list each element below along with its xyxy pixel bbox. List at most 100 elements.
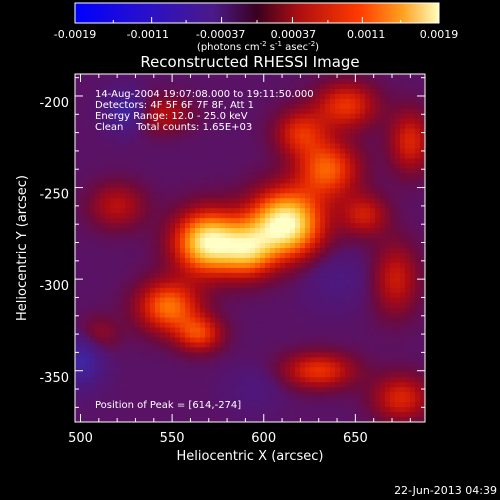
heatmap-cell (395, 287, 401, 294)
heatmap-cell (325, 168, 331, 175)
heatmap-cell (290, 153, 296, 160)
heatmap-cell (85, 218, 91, 224)
heatmap-cell (110, 287, 116, 294)
heatmap-cell (320, 213, 326, 219)
heatmap-cell (85, 133, 91, 140)
heatmap-cell (195, 218, 201, 224)
heatmap-cell (290, 198, 296, 204)
heatmap-cell (340, 392, 346, 398)
heatmap-cell (280, 83, 286, 90)
heatmap-cell (315, 277, 321, 284)
heatmap-cell (95, 248, 101, 254)
heatmap-cell (160, 118, 166, 125)
heatmap-cell (265, 93, 271, 100)
heatmap-cell (420, 118, 425, 125)
heatmap-cell (415, 98, 421, 105)
heatmap-cell (175, 287, 181, 294)
heatmap-cell (260, 297, 266, 304)
heatmap-cell (105, 367, 111, 373)
heatmap-cell (340, 407, 346, 413)
heatmap-cell (200, 83, 206, 90)
heatmap-cell (405, 407, 411, 413)
heatmap-cell (140, 262, 146, 269)
heatmap-cell (175, 272, 181, 279)
heatmap-cell (215, 198, 221, 204)
heatmap-cell (295, 297, 301, 304)
heatmap-cell (275, 83, 281, 90)
heatmap-cell (75, 83, 81, 90)
heatmap-cell (255, 93, 261, 100)
heatmap-cell (325, 417, 331, 422)
heatmap-cell (295, 178, 301, 184)
heatmap-cell (170, 173, 176, 179)
heatmap-cell (260, 218, 266, 224)
heatmap-cell (380, 272, 386, 279)
heatmap-cell (215, 123, 221, 130)
heatmap-cell (360, 392, 366, 398)
heatmap-cell (320, 138, 326, 145)
heatmap-cell (335, 143, 341, 150)
heatmap-cell (120, 193, 126, 199)
heatmap-cell (245, 282, 251, 289)
heatmap-cell (200, 307, 206, 314)
heatmap-cell (385, 252, 391, 259)
heatmap-cell (150, 128, 156, 135)
heatmap-cell (120, 402, 126, 408)
heatmap-cell (375, 272, 381, 279)
heatmap-cell (315, 188, 321, 194)
heatmap-cell (230, 228, 236, 234)
heatmap-cell (285, 153, 291, 160)
heatmap-cell (220, 267, 226, 274)
heatmap-cell (340, 133, 346, 140)
heatmap-cell (245, 98, 251, 105)
heatmap-cell (240, 113, 246, 120)
heatmap-cell (375, 297, 381, 304)
heatmap-cell (345, 342, 351, 349)
heatmap-cell (110, 327, 116, 334)
heatmap-cell (125, 108, 131, 115)
heatmap-cell (325, 223, 331, 229)
heatmap-cell (340, 287, 346, 294)
heatmap-cell (405, 243, 411, 249)
heatmap-cell (175, 382, 181, 388)
heatmap-cell (395, 387, 401, 393)
heatmap-cell (280, 367, 286, 373)
heatmap-cell (90, 178, 96, 184)
heatmap-cell (135, 158, 141, 165)
heatmap-cell (150, 173, 156, 179)
heatmap-cell (90, 292, 96, 299)
heatmap-cell (105, 203, 111, 209)
heatmap-cell (230, 357, 236, 363)
heatmap-cell (330, 128, 336, 135)
heatmap-cell (210, 357, 216, 363)
heatmap-cell (310, 223, 316, 229)
heatmap-cell (200, 347, 206, 353)
heatmap-cell (265, 397, 271, 403)
heatmap-cell (135, 407, 141, 413)
heatmap-cell (200, 113, 206, 120)
heatmap-cell (290, 123, 296, 130)
heatmap-cell (80, 103, 86, 110)
heatmap-cell (310, 88, 316, 95)
heatmap-cell (335, 262, 341, 269)
heatmap-cell (420, 188, 425, 194)
heatmap-cell (210, 252, 216, 259)
heatmap-cell (180, 228, 186, 234)
heatmap-cell (135, 337, 141, 344)
heatmap-cell (395, 153, 401, 160)
heatmap-cell (380, 198, 386, 204)
heatmap-cell (180, 103, 186, 110)
heatmap-cell (375, 347, 381, 353)
heatmap-cell (290, 382, 296, 388)
heatmap-cell (270, 302, 276, 309)
heatmap-cell (300, 153, 306, 160)
heatmap-cell (95, 198, 101, 204)
heatmap-cell (190, 257, 196, 264)
heatmap-cell (265, 417, 271, 422)
heatmap-cell (335, 228, 341, 234)
heatmap-cell (85, 188, 91, 194)
heatmap-cell (295, 103, 301, 110)
heatmap-cell (255, 213, 261, 219)
heatmap-cell (420, 297, 425, 304)
heatmap-cell (380, 74, 386, 80)
